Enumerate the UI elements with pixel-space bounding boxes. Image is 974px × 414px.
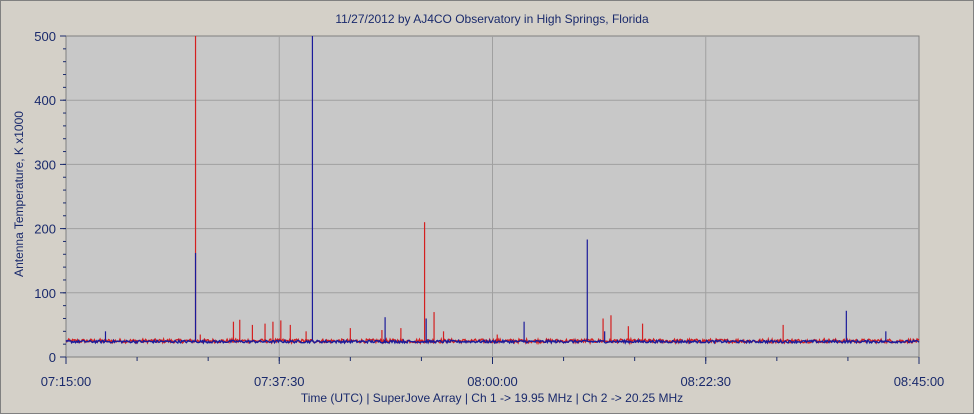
grid — [66, 36, 919, 357]
y-tick-label: 0 — [49, 350, 56, 365]
x-axis-label: Time (UTC) | SuperJove Array | Ch 1 -> 1… — [301, 391, 683, 405]
x-tick-label: 08:00:00 — [467, 374, 518, 389]
y-tick-label: 100 — [34, 286, 56, 301]
minor-ticks — [60, 35, 920, 364]
x-axis-tick-labels: 07:15:00 07:37:30 08:00:00 08:22:30 08:45:00 — [41, 374, 945, 389]
ch2-series — [65, 36, 920, 345]
y-tick-label: 200 — [34, 222, 56, 237]
y-tick-label: 400 — [34, 93, 56, 108]
series-layer — [65, 36, 920, 346]
x-tick-label: 07:37:30 — [254, 374, 305, 389]
y-axis-label: Antenna Temperature, K x1000 — [12, 111, 26, 277]
y-tick-label: 500 — [34, 29, 56, 44]
x-tick-label: 08:22:30 — [680, 374, 731, 389]
x-tick-label: 07:15:00 — [41, 374, 92, 389]
ch2-baseline-line — [65, 338, 920, 345]
y-tick-label: 300 — [34, 157, 56, 172]
x-tick-label: 08:45:00 — [894, 374, 945, 389]
y-axis-tick-labels: 0 100 200 300 400 500 — [34, 29, 56, 365]
chart-title: 11/27/2012 by AJ4CO Observatory in High … — [335, 12, 649, 26]
